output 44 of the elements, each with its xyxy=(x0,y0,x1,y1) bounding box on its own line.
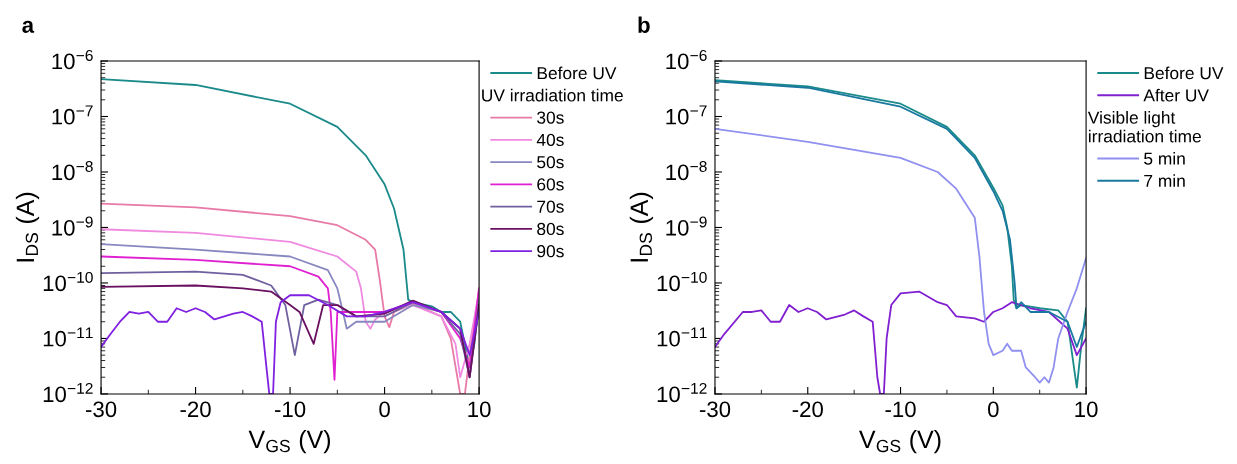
y-tick-label: 10$^{−8}$ xyxy=(666,160,707,181)
y-axis-title: I$_{DS}$ (A) xyxy=(629,192,654,262)
y-axis-title: I$_{DS}$ (A) xyxy=(15,192,40,262)
x-tick-label: 0 xyxy=(379,401,390,418)
y-tick-label: 10$^{−10}$ xyxy=(43,271,93,292)
x-tick-label: -20 xyxy=(180,401,211,418)
legend-title: UV irradiation time xyxy=(482,88,623,102)
x-tick-label: -30 xyxy=(85,401,117,418)
chart-title: b xyxy=(638,16,650,33)
x-tick-label: -20 xyxy=(792,401,823,418)
x-tick-label: -10 xyxy=(275,401,306,418)
y-tick-label: 10$^{−12}$ xyxy=(43,382,93,403)
y-tick-label: 10$^{−10}$ xyxy=(657,271,707,292)
y-tick-label: 10$^{−9}$ xyxy=(52,216,93,236)
y-tick-label: 10$^{−6}$ xyxy=(666,49,707,70)
legend-label: Before UV xyxy=(537,66,617,80)
legend-label: 7 min xyxy=(1144,174,1185,187)
y-tick-label: 10$^{−11}$ xyxy=(43,327,93,347)
y-tick-label: 10$^{−11}$ xyxy=(657,327,707,347)
x-tick-label: 10 xyxy=(1075,401,1098,418)
legend-label: 30s xyxy=(537,111,564,124)
x-tick-label: 10 xyxy=(468,401,491,418)
chart-title: a xyxy=(22,20,35,33)
x-axis-title: V$_{GS}$ (V) xyxy=(859,429,941,454)
legend-label: 40s xyxy=(536,133,564,147)
x-axis-title: V$_{GS}$ (V) xyxy=(248,429,331,454)
legend-label: After UV xyxy=(1143,88,1209,102)
y-tick-label: 10$^{−8}$ xyxy=(52,160,93,181)
x-tick-label: -10 xyxy=(885,401,916,418)
legend-title: Visible light irradiation time xyxy=(1087,111,1201,143)
x-tick-label: 0 xyxy=(988,401,999,418)
y-tick-label: 10$^{−9}$ xyxy=(666,216,707,236)
legend-label: 80s xyxy=(537,222,564,236)
legend-label: 90s xyxy=(537,245,564,258)
legend-label: 5 min xyxy=(1144,151,1185,165)
y-tick-label: 10$^{−12}$ xyxy=(657,382,707,403)
legend-label: Before UV xyxy=(1144,66,1224,80)
y-tick-label: 10$^{−7}$ xyxy=(52,105,93,125)
y-tick-label: 10$^{−7}$ xyxy=(666,105,707,125)
legend-label: 50s xyxy=(537,156,564,169)
legend-label: 60s xyxy=(537,178,564,191)
y-tick-label: 10$^{−6}$ xyxy=(52,49,93,70)
legend-label: 70s xyxy=(537,200,564,213)
x-tick-label: -30 xyxy=(699,401,731,418)
